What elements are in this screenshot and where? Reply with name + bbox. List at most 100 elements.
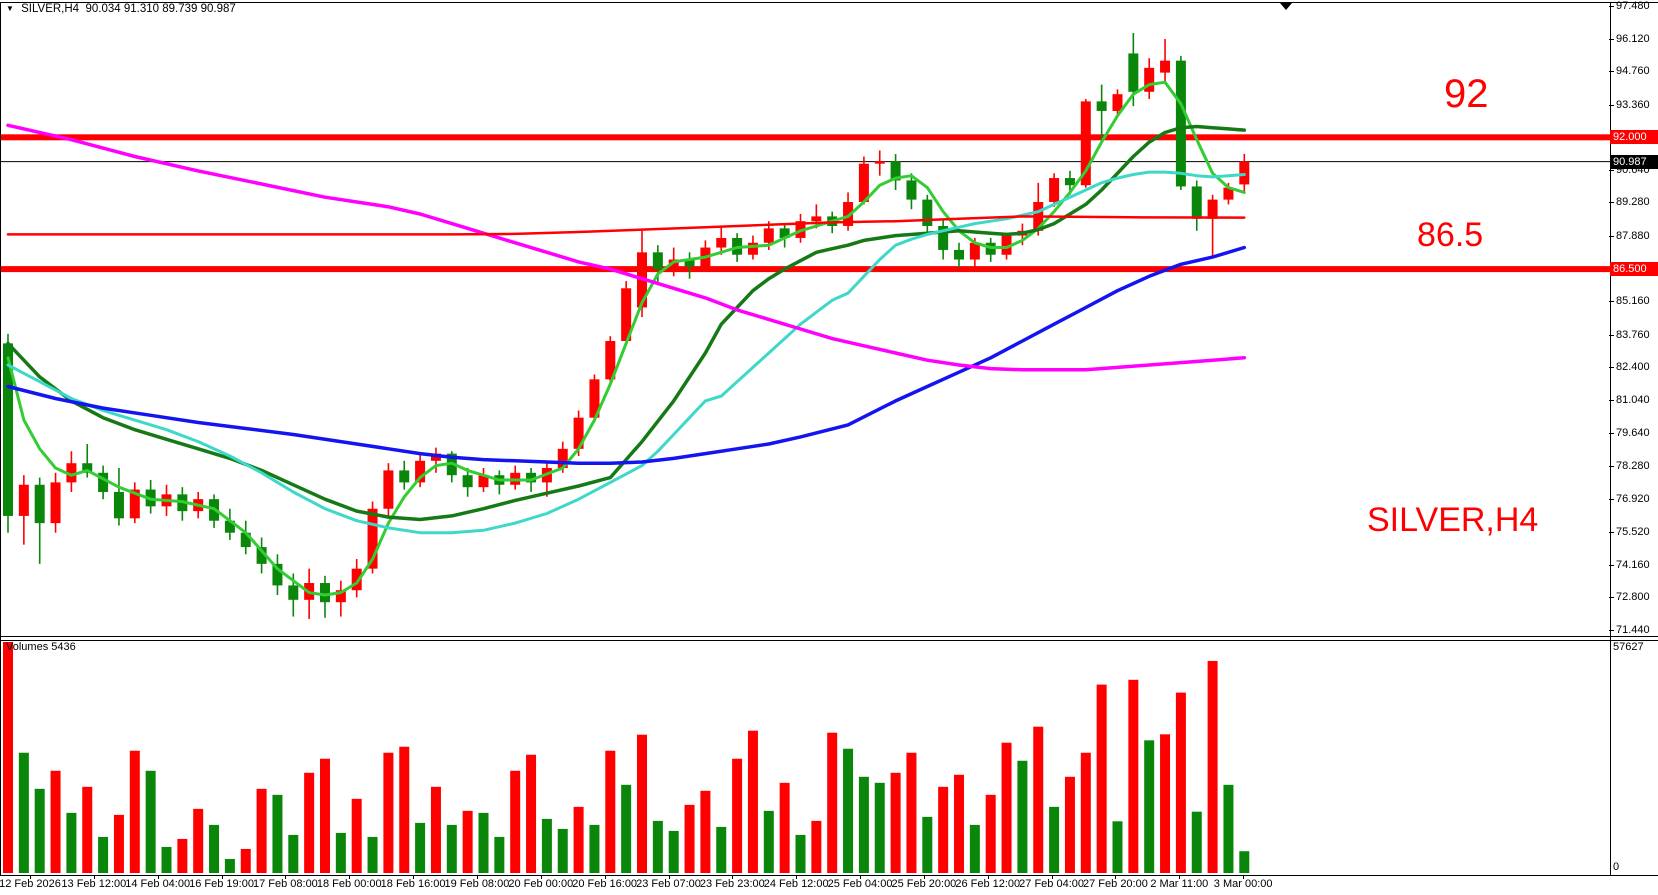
time-tick-label: 25 Feb 20:00 [891,878,957,890]
price-tick-mark [1609,202,1614,204]
volume-bar [668,830,679,873]
volume-bar [827,732,838,873]
scroll-to-end-marker-icon[interactable] [1280,3,1292,10]
candle-body [858,163,869,203]
volume-bar [82,786,93,873]
candle-body [367,508,378,569]
volumes-indicator-label: Volumes 5436 [6,641,76,653]
price-tick-mark [1609,498,1614,500]
candle-body [1160,60,1171,73]
candle-body [652,252,663,270]
horizontal-level-line[interactable] [0,134,1610,141]
candle-body [1144,67,1155,92]
time-tick-mark [668,875,670,879]
price-tick-mark [1609,6,1614,7]
volume-bar [557,828,568,873]
volume-bar [811,820,822,873]
time-tick-mark [604,875,606,879]
candle-body [34,484,45,524]
price-tick-label: 71.440 [1616,623,1650,636]
candle-body [462,475,473,488]
volume-bar [510,770,521,873]
chart-header: ▼ SILVER,H4 90.034 91.310 89.739 90.987 [6,3,236,15]
time-tick-label: 20 Feb 00:00 [508,878,574,890]
time-tick-mark [93,875,95,879]
candle-body [66,463,77,483]
candle-body [779,228,790,238]
volume-bar [224,858,235,873]
volume-bar [240,848,251,873]
candle-body [288,585,299,600]
candle-body [113,491,124,519]
time-tick-label: 13 Feb 12:00 [61,878,127,890]
time-tick-label: 27 Feb 04:00 [1019,878,1085,890]
symbol-dropdown-icon[interactable]: ▼ [6,4,14,13]
volume-bar [367,836,378,873]
candle-body [383,470,394,509]
symbol-watermark: SILVER,H4 [1367,501,1539,539]
time-tick-mark [732,875,734,879]
price-tick-mark [1609,38,1614,40]
volume-bar [430,786,441,873]
volume-bar [637,734,647,873]
resistance-level-text: 92 [1444,72,1489,116]
time-tick-label: 27 Feb 20:00 [1083,878,1148,890]
volume-bar [1207,660,1218,873]
volume-bar [288,834,299,873]
time-tick-mark [413,875,415,879]
volume-bar [256,788,267,873]
pane-border-line [0,640,1658,641]
time-tick-label: 12 Feb 2026 [0,878,61,890]
time-tick-mark [285,875,287,879]
candle-body [415,460,426,483]
time-tick-mark [1051,875,1053,879]
volume-bar [954,774,964,873]
volume-bar [3,642,13,873]
header-close: 90.987 [200,3,236,15]
candle-body [82,463,93,473]
pane-border-line [0,875,1658,876]
support-level-text: 86.5 [1417,216,1484,254]
volume-bar [890,772,901,873]
candle-body [3,343,13,516]
price-tick-label: 85.160 [1616,295,1650,308]
candle-body [716,237,727,248]
candle-body [605,341,616,380]
header-low: 89.739 [162,3,198,15]
volume-bar [1160,734,1171,873]
price-tick-mark [1609,564,1614,566]
time-tick-mark [860,875,862,879]
candle-body [954,249,964,260]
volume-bar [763,810,774,873]
candle-body [763,228,774,243]
candle-body [874,161,885,164]
volume-bar [34,788,45,873]
volume-bar [1033,726,1044,873]
volume-bar [985,794,996,873]
ma-cyan-line [6,170,1246,535]
price-tick-mark [1609,71,1614,73]
volume-bar [716,826,727,873]
volume-tick-label: 0 [1613,861,1620,873]
volume-bar [1001,742,1012,873]
symbol-period-label: SILVER,H4 [21,3,80,15]
volume-bar [589,824,600,873]
volume-bar [874,782,885,873]
candle-body [1128,53,1139,92]
volume-bar [383,752,394,873]
price-tick-label: 74.160 [1616,558,1650,571]
volume-bar [209,824,220,873]
volume-bar [177,838,188,873]
volume-bar [1080,752,1091,873]
level-price-badge: 86.500 [1610,262,1658,277]
candle-body [1191,186,1202,219]
price-tick-mark [1609,399,1614,401]
horizontal-level-line[interactable] [0,266,1610,273]
price-tick-label: 97.480 [1616,0,1650,12]
candle-body [335,590,346,603]
volume-bar [98,836,109,873]
candle-body [1207,199,1218,219]
price-tick-label: 78.280 [1616,460,1650,473]
